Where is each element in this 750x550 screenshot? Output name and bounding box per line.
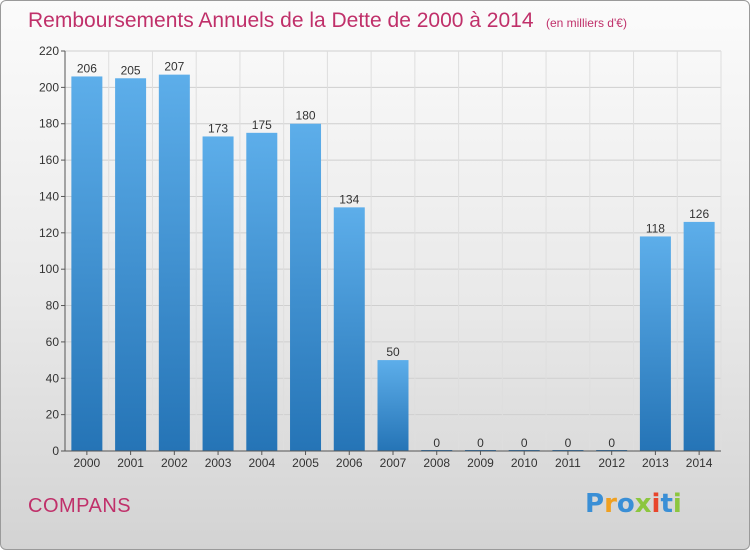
logo-letter: i: [651, 489, 661, 519]
x-tick-label-2011: 2011: [555, 456, 581, 470]
y-tick-label: 20: [46, 408, 60, 422]
commune-name: COMPANS: [28, 495, 132, 517]
x-tick-label-2014: 2014: [686, 456, 713, 470]
bar-2005: [290, 123, 322, 452]
value-label-2004: 175: [252, 118, 272, 132]
bar-2006: [333, 207, 365, 451]
value-label-2008: 0: [433, 436, 440, 450]
value-label-2011: 0: [565, 436, 572, 450]
bar-2007: [377, 360, 409, 451]
y-tick-label: 40: [46, 371, 60, 385]
value-label-2009: 0: [477, 436, 484, 450]
value-label-2006: 134: [339, 192, 359, 206]
y-tick-label: 60: [46, 335, 60, 349]
bar-2004: [246, 132, 278, 451]
y-tick-label: 180: [39, 117, 59, 131]
x-tick-label-2012: 2012: [598, 456, 625, 470]
y-tick-label: 200: [39, 80, 59, 94]
axes: 0 20 40 60 80 100 120 140 160 180 200 220 2000 2001 20…: [39, 44, 721, 470]
value-label-2002: 207: [164, 60, 184, 74]
y-tick-label: 80: [46, 299, 60, 313]
y-tick-label: 100: [39, 262, 59, 276]
bar-2002: [158, 74, 190, 452]
x-tick-label-2004: 2004: [248, 456, 275, 470]
value-labels: 206 205 207 173 175 180 134 50 0 0 0 0 0 118 126: [77, 60, 710, 450]
x-tick-label-2007: 2007: [380, 456, 407, 470]
value-label-2000: 206: [77, 61, 97, 75]
x-tick-label-2002: 2002: [161, 456, 188, 470]
logo-letter: r: [604, 489, 617, 519]
x-tick-label-2006: 2006: [336, 456, 363, 470]
bar-2014: [683, 221, 715, 451]
title-row: Remboursements Annuels de la Dette de 20…: [28, 9, 627, 33]
y-tick-label: 0: [52, 444, 59, 458]
x-tick-label-2000: 2000: [74, 456, 101, 470]
value-label-2013: 118: [646, 221, 665, 235]
logo-letter: i: [672, 489, 682, 519]
x-tick-label-2001: 2001: [117, 456, 144, 470]
x-tick-label-2013: 2013: [642, 456, 669, 470]
x-tick-label-2003: 2003: [205, 456, 232, 470]
chart-title: Remboursements Annuels de la Dette de 20…: [28, 9, 534, 32]
logo-letter: t: [660, 489, 673, 519]
logo-letter: P: [585, 489, 605, 519]
x-tick-label-2008: 2008: [423, 456, 450, 470]
bar-2013: [639, 236, 671, 451]
value-label-2014: 126: [689, 207, 709, 221]
bar-2003: [202, 136, 234, 452]
value-label-2001: 205: [121, 63, 141, 77]
x-tick-label-2010: 2010: [511, 456, 538, 470]
y-tick-label: 140: [39, 189, 59, 203]
value-label-2007: 50: [386, 345, 400, 359]
bar-2000: [71, 76, 103, 452]
value-label-2012: 0: [608, 436, 615, 450]
y-tick-label: 220: [39, 44, 59, 58]
x-tick-label-2009: 2009: [467, 456, 494, 470]
bars: [71, 74, 715, 452]
y-tick-label: 160: [39, 153, 59, 167]
x-tick-label-2005: 2005: [292, 456, 319, 470]
value-label-2005: 180: [296, 109, 316, 123]
logo-letter: o: [616, 489, 635, 519]
y-tick-label: 120: [39, 226, 59, 240]
proxiti-logo: Proxiti: [585, 489, 682, 519]
bar-2001: [115, 78, 147, 451]
logo-letter: x: [634, 489, 652, 519]
value-label-2010: 0: [521, 436, 528, 450]
chart-subtitle: (en milliers d'€): [545, 16, 627, 30]
value-label-2003: 173: [208, 121, 228, 135]
